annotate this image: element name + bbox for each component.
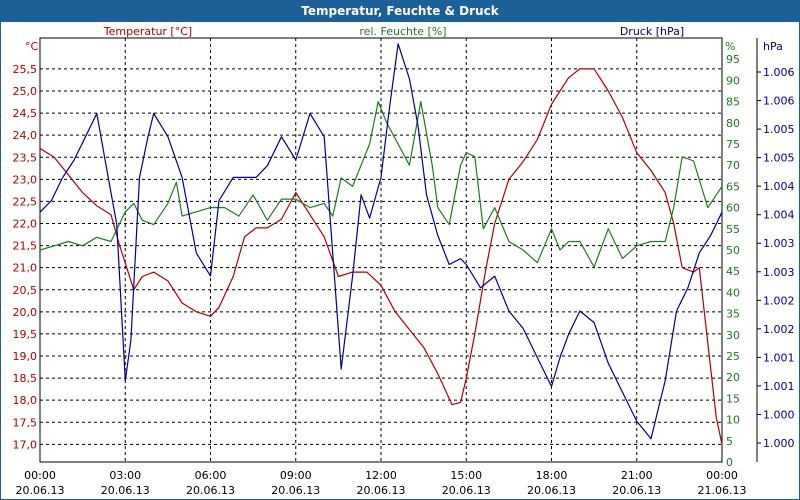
pressure-tick-label: 1.001 bbox=[763, 380, 795, 393]
humidity-tick-label: 60 bbox=[726, 202, 740, 215]
left-tick-label: 19,0 bbox=[13, 350, 38, 363]
pressure-tick-label: 1.004 bbox=[763, 180, 795, 193]
left-tick-label: 20,0 bbox=[13, 306, 38, 319]
left-tick-label: 24,0 bbox=[13, 129, 38, 142]
humidity-tick-label: 85 bbox=[726, 96, 740, 109]
left-tick-label: 24,5 bbox=[13, 107, 38, 120]
left-tick-label: 18,0 bbox=[13, 394, 38, 407]
left-tick-label: 25,0 bbox=[13, 85, 38, 98]
humidity-tick-label: 20 bbox=[726, 371, 740, 384]
pressure-tick-label: 1.002 bbox=[763, 294, 795, 307]
left-tick-label: 23,0 bbox=[13, 173, 38, 186]
x-tick-time: 03:00 bbox=[109, 469, 141, 482]
x-tick-time: 06:00 bbox=[195, 469, 227, 482]
x-tick-date: 20.06.13 bbox=[271, 484, 320, 497]
x-tick-date: 20.06.13 bbox=[357, 484, 406, 497]
pressure-axis-label: Druck [hPa] bbox=[620, 25, 684, 38]
pressure-tick-label: 1.000 bbox=[763, 437, 795, 450]
humidity-tick-label: 10 bbox=[726, 414, 740, 427]
left-tick-label: 23,5 bbox=[13, 151, 38, 164]
left-tick-label: 19,5 bbox=[13, 328, 38, 341]
x-tick-time: 09:00 bbox=[280, 469, 312, 482]
pressure-tick-label: 1.005 bbox=[763, 152, 795, 165]
pressure-tick-label: 1.004 bbox=[763, 209, 795, 222]
pressure-tick-label: 1.006 bbox=[763, 66, 795, 79]
humidity-tick-label: 95 bbox=[726, 53, 740, 66]
pressure-tick-label: 1.002 bbox=[763, 323, 795, 336]
pressure-tick-label: 1.003 bbox=[763, 237, 795, 250]
temperature-axis-label: Temperatur [°C] bbox=[103, 25, 192, 38]
left-tick-label: 20,5 bbox=[13, 284, 38, 297]
x-tick-date: 20.06.13 bbox=[442, 484, 491, 497]
humidity-tick-label: 45 bbox=[726, 265, 740, 278]
x-tick-date: 20.06.13 bbox=[101, 484, 150, 497]
left-tick-label: 25,5 bbox=[13, 63, 38, 76]
temperature-series-line bbox=[39, 68, 723, 445]
humidity-tick-label: 15 bbox=[726, 392, 740, 405]
humidity-tick-label: 80 bbox=[726, 117, 740, 130]
left-tick-label: 22,0 bbox=[13, 218, 38, 231]
x-tick-time: 00:00 bbox=[24, 469, 56, 482]
humidity-tick-label: 40 bbox=[726, 286, 740, 299]
pressure-tick-label: 1.003 bbox=[763, 266, 795, 279]
humidity-unit: % bbox=[725, 40, 735, 53]
humidity-tick-label: 50 bbox=[726, 244, 740, 257]
pressure-tick-label: 1.001 bbox=[763, 351, 795, 364]
x-tick-date: 20.06.13 bbox=[16, 484, 65, 497]
humidity-tick-label: 35 bbox=[726, 308, 740, 321]
pressure-tick-label: 1.006 bbox=[763, 95, 795, 108]
x-tick-time: 00:00 bbox=[706, 469, 738, 482]
humidity-tick-label: 0 bbox=[726, 456, 733, 469]
chart-title: Temperatur, Feuchte & Druck bbox=[0, 0, 800, 22]
pressure-tick-label: 1.005 bbox=[763, 123, 795, 136]
humidity-tick-label: 70 bbox=[726, 159, 740, 172]
x-tick-time: 12:00 bbox=[365, 469, 397, 482]
x-tick-date: 20.06.13 bbox=[612, 484, 661, 497]
x-tick-time: 18:00 bbox=[536, 469, 568, 482]
left-tick-label: 21,0 bbox=[13, 262, 38, 275]
humidity-tick-label: 55 bbox=[726, 223, 740, 236]
x-tick-time: 15:00 bbox=[450, 469, 482, 482]
temperature-unit: °C bbox=[25, 40, 39, 53]
x-tick-date: 20.06.13 bbox=[527, 484, 576, 497]
humidity-tick-label: 5 bbox=[726, 435, 733, 448]
left-tick-label: 22,5 bbox=[13, 195, 38, 208]
humidity-series-line bbox=[39, 100, 723, 268]
pressure-series-line bbox=[39, 43, 723, 440]
x-tick-time: 21:00 bbox=[621, 469, 653, 482]
humidity-tick-label: 25 bbox=[726, 350, 740, 363]
humidity-axis-label: rel. Feuchte [%] bbox=[359, 25, 446, 38]
pressure-tick-label: 1.000 bbox=[763, 408, 795, 421]
humidity-tick-label: 65 bbox=[726, 180, 740, 193]
humidity-tick-label: 90 bbox=[726, 74, 740, 87]
left-tick-label: 17,5 bbox=[13, 416, 38, 429]
left-tick-label: 17,0 bbox=[13, 438, 38, 451]
left-tick-label: 18,5 bbox=[13, 372, 38, 385]
humidity-tick-label: 75 bbox=[726, 138, 740, 151]
pressure-unit: hPa bbox=[763, 40, 783, 53]
x-tick-date: 21.06.13 bbox=[698, 484, 747, 497]
left-tick-label: 21,5 bbox=[13, 240, 38, 253]
humidity-tick-label: 30 bbox=[726, 329, 740, 342]
x-tick-date: 20.06.13 bbox=[186, 484, 235, 497]
